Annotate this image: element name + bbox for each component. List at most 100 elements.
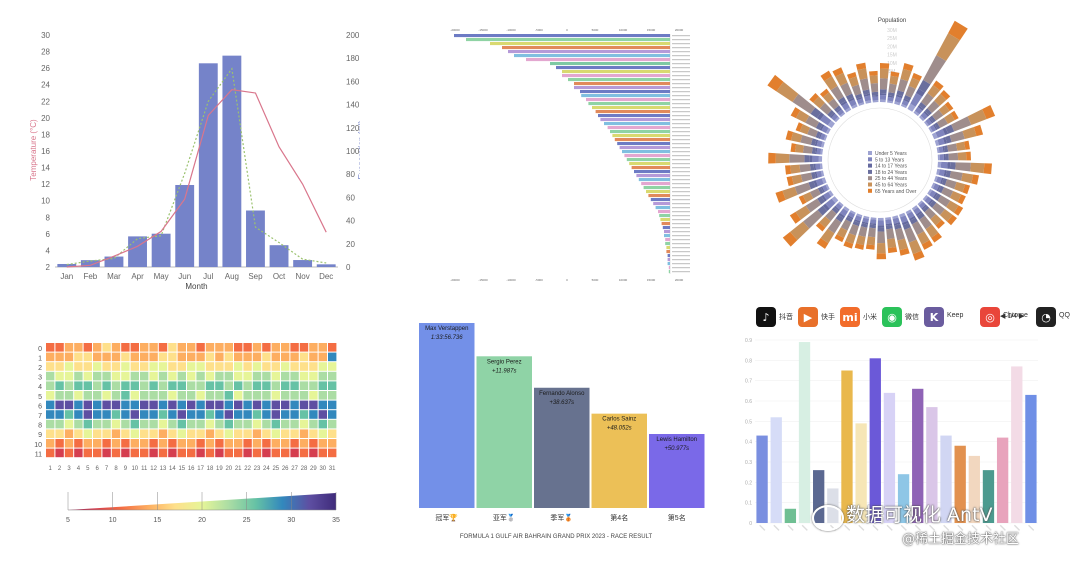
column-label: 1 xyxy=(49,466,53,472)
heatmap-cell xyxy=(149,448,158,458)
heatmap-cell xyxy=(102,391,111,400)
evap-tick-label: 80 xyxy=(346,170,355,179)
diverging-bar xyxy=(580,90,670,94)
radial-bar-segment xyxy=(919,115,925,122)
radial-bar-segment xyxy=(931,232,942,243)
radial-bar-segment xyxy=(840,219,852,231)
app-legend-label[interactable]: Keep xyxy=(947,312,964,319)
diverging-bar xyxy=(667,254,670,258)
radial-bar-segment xyxy=(911,205,918,211)
radial-bar-segment xyxy=(939,209,953,222)
heatmap-cell xyxy=(74,400,83,410)
radial-bar-segment xyxy=(928,117,934,124)
radial-bar-segment xyxy=(945,135,952,144)
radial-bar-segment xyxy=(824,76,838,91)
bar-label-mark xyxy=(672,163,690,165)
app-legend-icon[interactable]: K xyxy=(924,307,944,327)
legend-pager[interactable]: ◀ 1/4 ▶ xyxy=(1000,313,1025,320)
race-time: +38.637s xyxy=(549,400,574,406)
radial-bar-segment xyxy=(943,153,946,161)
heatmap-cell xyxy=(205,448,215,458)
radial-bar-segment xyxy=(822,184,829,192)
column-label: 6 xyxy=(96,466,100,472)
app-legend-label[interactable]: 小米 xyxy=(863,314,877,321)
radial-bar-segment xyxy=(816,148,822,155)
radial-bar-segment xyxy=(910,93,923,107)
bar-label-mark xyxy=(672,147,690,149)
app-legend-icon[interactable]: mi xyxy=(840,307,860,327)
heatmap-cell xyxy=(46,400,55,410)
heatmap-cell xyxy=(234,381,243,390)
radial-bar-segment xyxy=(888,83,897,94)
radial-bar-segment xyxy=(825,127,831,135)
app-legend-icon[interactable]: ◎ xyxy=(980,307,1000,327)
legend-label: 14 to 17 Years xyxy=(875,164,907,170)
driver-name: Fernando Alonso xyxy=(539,391,585,397)
heatmap-cell xyxy=(205,381,215,390)
radial-bar-segment xyxy=(877,217,884,221)
top-tick-label: -20000 xyxy=(450,28,460,32)
app-legend-label[interactable]: Chrome xyxy=(1003,312,1028,319)
heatmap-cell xyxy=(130,352,139,362)
radial-bar-segment xyxy=(955,162,971,172)
app-legend-label[interactable]: 微信 xyxy=(905,314,919,321)
radial-bar-segment xyxy=(837,96,847,105)
bar-label-mark xyxy=(672,67,690,69)
diverging-bar xyxy=(604,122,670,126)
legend-tick-label: 20 xyxy=(198,517,206,524)
bar-label-mark xyxy=(672,39,690,41)
bar-label-mark xyxy=(672,175,690,177)
app-legend-icon[interactable]: ◔ xyxy=(1036,307,1056,327)
radial-bar-segment xyxy=(929,115,937,123)
place-label: 季军🥉 xyxy=(550,513,573,522)
temp-axis-label: Temperature (°C) xyxy=(29,119,38,181)
radial-bar-segment xyxy=(869,75,878,84)
app-legend-icon[interactable]: ▶ xyxy=(798,307,818,327)
column-label: 15 xyxy=(178,466,185,472)
row-label: 0 xyxy=(38,346,42,353)
radial-bar-segment xyxy=(973,124,984,137)
heatmap-cell xyxy=(93,448,102,458)
heatmap-cell xyxy=(205,400,215,410)
radial-bar-segment xyxy=(845,232,856,245)
heatmap-cell xyxy=(196,410,205,419)
radial-bar-segment xyxy=(857,68,868,80)
radial-bar-segment xyxy=(790,164,801,174)
heatmap-cell xyxy=(64,448,74,458)
y-tick-label: 0.7 xyxy=(745,379,752,385)
radial-bar-segment xyxy=(936,185,941,192)
heatmap-cell xyxy=(55,352,64,362)
radial-bar-segment xyxy=(827,109,835,118)
heatmap-cell xyxy=(74,410,83,419)
app-legend-label[interactable]: QQ xyxy=(1059,312,1070,319)
top-tick-label: -15000 xyxy=(478,28,488,32)
result-bar xyxy=(419,323,475,508)
heatmap-cell xyxy=(252,448,262,458)
radial-bar-segment xyxy=(785,165,792,175)
app-legend-label[interactable]: 抖音 xyxy=(779,314,793,321)
radial-bar-segment xyxy=(949,162,956,170)
heatmap-cell xyxy=(55,410,64,419)
bottom-tick-label: 15000 xyxy=(647,278,656,282)
app-legend-label[interactable]: 快手 xyxy=(821,314,835,321)
radial-bar-segment xyxy=(782,231,798,247)
heatmap-cell xyxy=(158,429,168,438)
radial-bar-segment xyxy=(837,109,845,116)
heatmap-cell xyxy=(102,419,111,429)
app-legend-icon[interactable]: ♪ xyxy=(756,307,776,327)
heatmap-cell xyxy=(93,439,102,448)
heatmap-cell xyxy=(111,343,121,352)
bar-label-mark xyxy=(672,151,690,153)
diverging-bar xyxy=(658,210,670,214)
heatmap-cell xyxy=(140,400,149,410)
radial-bar-segment xyxy=(888,92,895,97)
bar-label-mark xyxy=(672,87,690,89)
app-bar-svg: 0 0.1 0.2 0.3 0.4 0.5 0.6 0.7 0.8 0.9 xyxy=(745,338,1038,531)
heatmap-cell xyxy=(130,429,139,438)
radial-bar-segment xyxy=(816,112,825,121)
radial-bar-segment xyxy=(827,120,835,128)
legend-tick-label: 15 xyxy=(153,517,161,524)
app-legend-icon[interactable]: ◉ xyxy=(882,307,902,327)
heatmap-cell xyxy=(196,352,205,362)
app-bar xyxy=(926,407,938,523)
